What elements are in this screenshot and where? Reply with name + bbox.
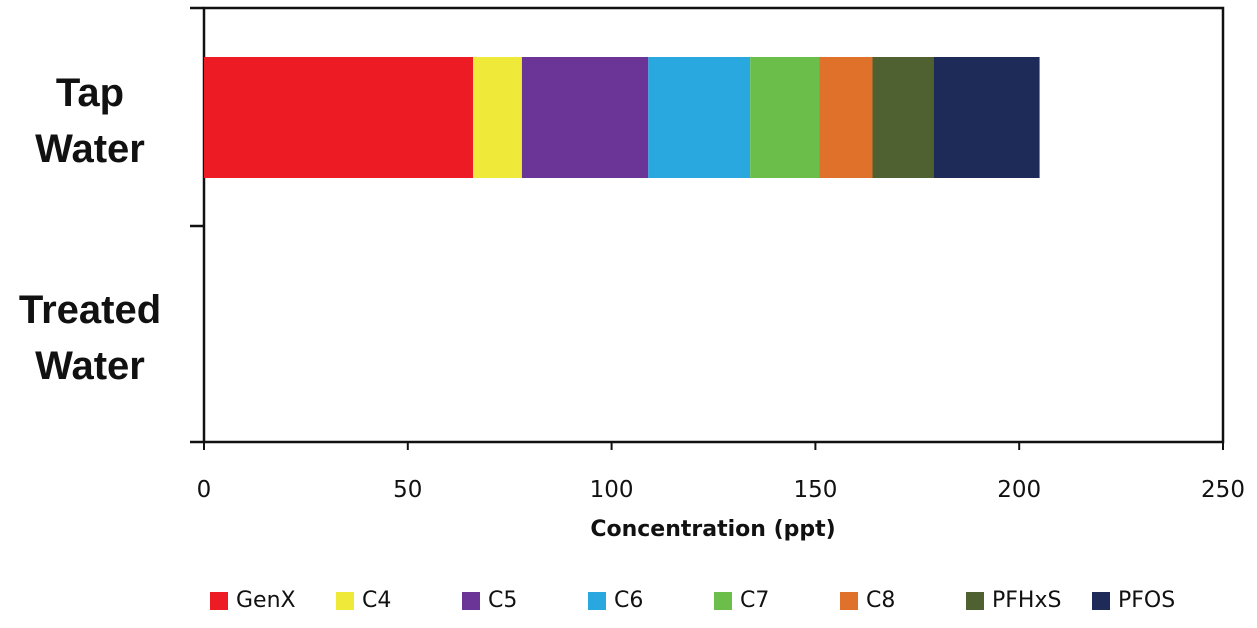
- x-tick-label: 50: [393, 477, 422, 503]
- x-axis-label: Concentration (ppt): [590, 517, 835, 542]
- legend-label: C6: [614, 588, 644, 613]
- x-tick-label: 100: [590, 477, 634, 503]
- legend-swatch: [462, 591, 480, 610]
- legend-label: GenX: [236, 588, 296, 613]
- category-label-treated-water: Treated Water: [18, 288, 162, 388]
- legend-swatch: [714, 591, 732, 610]
- category-label-tap-water: Tap Water: [35, 71, 145, 171]
- legend-swatch: [336, 591, 354, 610]
- legend-label: PFOS: [1118, 588, 1176, 613]
- bar-segment-c8: [819, 57, 873, 178]
- legend-swatch: [1092, 591, 1110, 610]
- legend-swatch: [210, 591, 228, 610]
- legend-item-pfhxs: PFHxS: [966, 588, 1061, 613]
- legend-item-pfos: PFOS: [1092, 588, 1175, 613]
- x-tick-label: 250: [1201, 477, 1245, 503]
- legend-item-c4: C4: [336, 588, 391, 613]
- x-tick-label: 150: [793, 477, 837, 503]
- x-tick-label: 200: [997, 477, 1041, 503]
- bar-segment-c5: [521, 57, 649, 178]
- x-ticks-group: 0 50 100 150 200 250: [190, 6, 1245, 503]
- legend-label: PFHxS: [992, 588, 1062, 613]
- bar-segment-pfos: [933, 57, 1040, 178]
- legend-label: C4: [362, 588, 392, 613]
- bar-segment-c4: [473, 57, 522, 178]
- legend-label: C5: [488, 588, 518, 613]
- bar-segment-c7: [750, 57, 820, 178]
- legend-label: C7: [740, 588, 770, 613]
- legend-item-c5: C5: [462, 588, 517, 613]
- bar-segment-c6: [648, 57, 751, 178]
- legend-item-c6: C6: [588, 588, 643, 613]
- legend-item-genx: GenX: [210, 588, 296, 613]
- legend-item-c7: C7: [714, 588, 769, 613]
- legend-item-c8: C8: [840, 588, 895, 613]
- bars-group: [204, 57, 1040, 178]
- x-tick-label: 0: [197, 477, 212, 503]
- bar-segment-pfhxs: [872, 57, 934, 178]
- legend-swatch: [840, 591, 858, 610]
- legend-label: C8: [866, 588, 896, 613]
- legend-swatch: [966, 591, 984, 610]
- legend-swatch: [588, 591, 606, 610]
- bar-segment-genx: [204, 57, 474, 178]
